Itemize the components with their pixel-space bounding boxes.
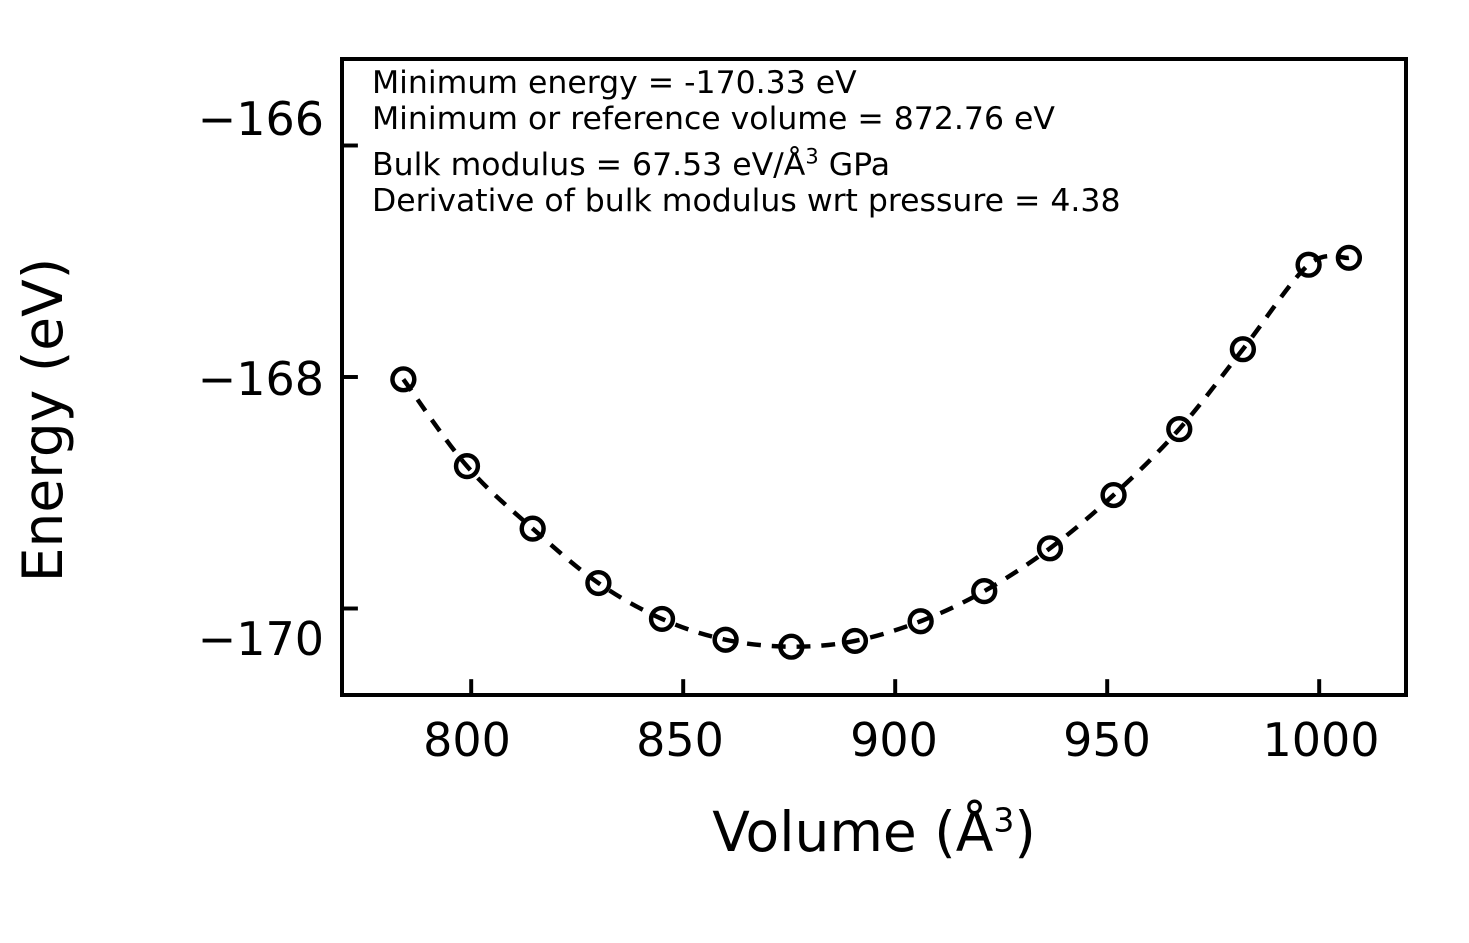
data-point-marker [907,608,934,635]
data-point-markers [390,244,1363,660]
annotation-line-bulk-modulus: Bulk modulus = 67.53 eV/Å3 GPa [372,146,1121,183]
y-tick-label-170: −170 [198,612,324,666]
data-point-marker [778,633,805,660]
x-tick-label-800: 800 [423,713,511,767]
eos-dashed-line [401,253,1350,649]
data-point-marker [1036,535,1064,562]
eos-curve-plot [344,143,1363,693]
data-point-marker [453,453,481,480]
annotation-bulk-modulus-prefix: Bulk modulus = 67.53 eV/Å [372,147,806,183]
x-tick-label-950: 950 [1063,713,1151,767]
x-axis-label-suffix: ) [1014,800,1036,864]
data-point-marker [585,569,612,597]
data-point-marker [1166,416,1193,443]
x-tick-text: 1000 [1262,713,1380,767]
data-point-marker [841,627,869,654]
x-axis-label-text: Volume (Å [712,800,994,864]
data-point-marker [1100,481,1127,509]
x-tick-text: 850 [636,713,724,767]
y-axis-label-text: Energy (eV) [11,257,75,583]
plot-area [340,57,1408,697]
x-axis-label-superscript: 3 [993,800,1015,840]
data-point-marker [648,605,676,633]
y-tick-text: −170 [197,612,324,666]
axis-ticks [344,143,1322,693]
data-point-marker [1295,251,1322,278]
annotation-line-bulk-modulus-derivative: Derivative of bulk modulus wrt pressure … [372,182,1121,219]
data-point-marker [519,515,546,542]
annotation-line-minimum-volume: Minimum or reference volume = 872.76 eV [372,100,1055,137]
y-tick-text: −168 [197,352,324,406]
x-tick-text: 800 [423,713,511,767]
x-axis-label: Volume (Å3) [340,800,1408,864]
x-tick-text: 900 [850,713,938,767]
x-tick-text: 950 [1063,713,1151,767]
annotation-line-minimum-energy: Minimum energy = -170.33 eV [372,65,857,101]
fit-annotation: Minimum energy = -170.33 eV Minimum or r… [372,65,1121,219]
annotation-bulk-modulus-superscript: 3 [805,144,819,169]
y-tick-label-166: −166 [198,92,324,146]
x-tick-label-900: 900 [850,713,938,767]
annotation-bulk-modulus-suffix: GPa [818,147,891,183]
x-tick-label-1000: 1000 [1262,713,1379,767]
y-axis-label: Energy (eV) [0,100,86,740]
data-point-marker [1335,244,1363,271]
data-point-marker [971,578,998,605]
y-tick-label-168: −168 [198,352,324,406]
data-point-marker [712,626,739,653]
data-point-marker [390,366,417,393]
y-tick-text: −166 [197,92,324,146]
data-point-marker [1229,336,1257,363]
x-tick-label-850: 850 [636,713,724,767]
